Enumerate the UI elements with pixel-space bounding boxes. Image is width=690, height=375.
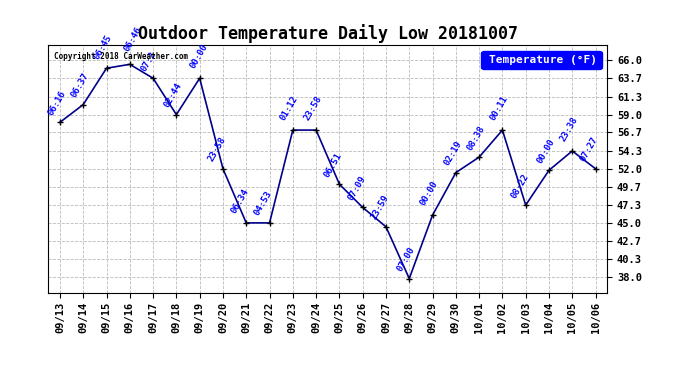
- Text: 00:11: 00:11: [489, 94, 510, 122]
- Text: Copyright 2018 CarWeather.com: Copyright 2018 CarWeather.com: [54, 53, 188, 62]
- Text: 23:58: 23:58: [302, 94, 324, 122]
- Text: 23:59: 23:59: [369, 194, 391, 221]
- Title: Outdoor Temperature Daily Low 20181007: Outdoor Temperature Daily Low 20181007: [138, 24, 518, 44]
- Text: 23:58: 23:58: [206, 135, 228, 163]
- Text: 08:22: 08:22: [509, 172, 530, 200]
- Text: 06:16: 06:16: [46, 89, 68, 117]
- Text: 07:2: 07:2: [139, 50, 158, 73]
- Text: 08:38: 08:38: [465, 124, 486, 152]
- Text: 00:00: 00:00: [419, 179, 440, 207]
- Text: 07:00: 07:00: [395, 245, 417, 273]
- Text: 04:53: 04:53: [253, 189, 274, 217]
- Text: 07:09: 07:09: [346, 174, 367, 202]
- Text: 06:46: 06:46: [123, 26, 144, 53]
- Text: 00:00: 00:00: [535, 137, 556, 165]
- Text: 01:12: 01:12: [279, 94, 300, 122]
- Text: 23:38: 23:38: [558, 115, 580, 142]
- Text: 06:45: 06:45: [92, 33, 114, 61]
- Text: 06:51: 06:51: [323, 151, 344, 178]
- Text: 07:27: 07:27: [579, 135, 600, 163]
- Text: 02:19: 02:19: [442, 139, 463, 167]
- Legend: Temperature (°F): Temperature (°F): [482, 51, 602, 69]
- Text: 06:37: 06:37: [69, 71, 90, 99]
- Text: 06:34: 06:34: [230, 187, 250, 214]
- Text: 02:44: 02:44: [162, 81, 184, 109]
- Text: 00:00: 00:00: [188, 42, 210, 70]
